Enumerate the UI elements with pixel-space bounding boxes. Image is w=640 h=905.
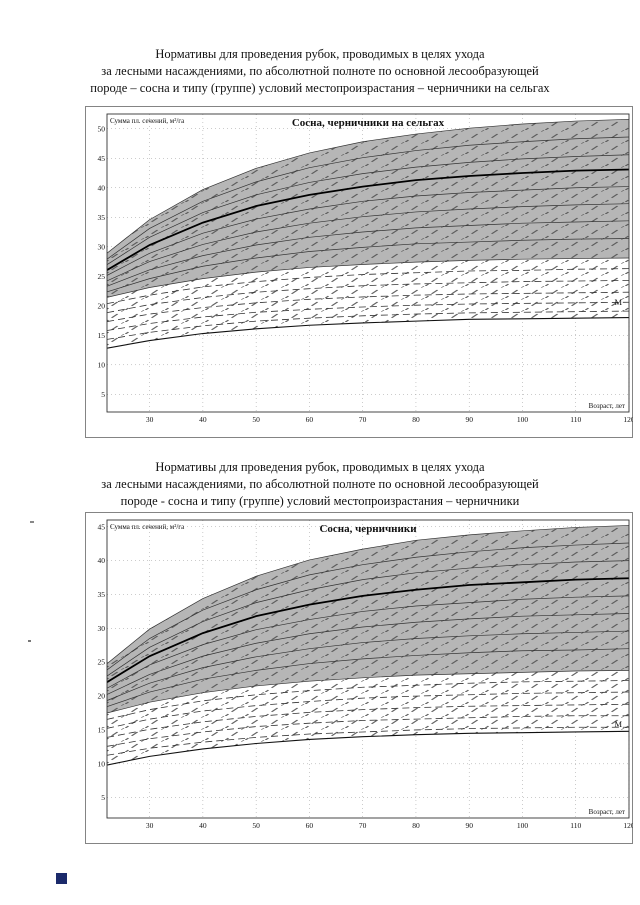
- svg-text:30: 30: [146, 821, 154, 830]
- svg-text:5: 5: [101, 793, 105, 802]
- svg-text:60: 60: [306, 821, 314, 830]
- svg-text:20: 20: [98, 301, 106, 310]
- svg-text:М: М: [614, 719, 622, 729]
- heading-line: породе – сосна и типу (группе) условий м…: [90, 80, 550, 95]
- svg-text:70: 70: [359, 821, 367, 830]
- svg-text:110: 110: [570, 415, 581, 424]
- svg-text:100: 100: [517, 415, 529, 424]
- svg-text:30: 30: [98, 242, 106, 251]
- heading-line: за лесными насаждениями, по абсолютной п…: [101, 476, 539, 491]
- scan-speck: [28, 640, 31, 642]
- svg-text:30: 30: [98, 624, 106, 633]
- svg-text:90: 90: [465, 415, 473, 424]
- svg-text:20: 20: [98, 692, 106, 701]
- svg-text:25: 25: [98, 272, 106, 281]
- svg-text:М: М: [614, 297, 622, 307]
- svg-text:50: 50: [252, 821, 260, 830]
- svg-text:10: 10: [98, 759, 106, 768]
- svg-text:Сумма пл. сечений, м²/га: Сумма пл. сечений, м²/га: [110, 117, 185, 125]
- heading-line: Нормативы для проведения рубок, проводим…: [155, 47, 485, 61]
- svg-text:40: 40: [98, 556, 106, 565]
- svg-text:Сосна, черничники на сельгах: Сосна, черничники на сельгах: [292, 117, 445, 129]
- scan-ink-mark: [56, 873, 67, 884]
- svg-text:30: 30: [146, 415, 154, 424]
- svg-text:15: 15: [98, 725, 106, 734]
- svg-text:25: 25: [98, 658, 106, 667]
- svg-text:5: 5: [101, 390, 105, 399]
- svg-text:40: 40: [98, 183, 106, 192]
- svg-text:35: 35: [98, 590, 106, 599]
- svg-text:35: 35: [98, 213, 106, 222]
- svg-text:Сосна, черничники: Сосна, черничники: [319, 523, 417, 535]
- svg-text:45: 45: [98, 154, 106, 163]
- svg-text:110: 110: [570, 821, 581, 830]
- svg-text:100: 100: [517, 821, 529, 830]
- scan-speck: [30, 521, 34, 523]
- svg-text:Сумма пл. сечений, м²/га: Сумма пл. сечений, м²/га: [110, 523, 185, 531]
- heading-line: за лесными насаждениями, по абсолютной п…: [101, 63, 539, 78]
- svg-text:60: 60: [306, 415, 314, 424]
- chart-canvas: 5 10 15 20 25 30 35 40 45 30 40 50 60 70 80 90 100 110 120…: [85, 512, 635, 844]
- svg-text:80: 80: [412, 415, 420, 424]
- svg-text:70: 70: [359, 415, 367, 424]
- svg-text:40: 40: [199, 415, 207, 424]
- svg-text:45: 45: [98, 522, 106, 531]
- svg-text:120: 120: [623, 821, 633, 830]
- chart-pine-bilberry: 5 10 15 20 25 30 35 40 45 30 40 50 60 70 80 90 100 110 120…: [85, 512, 635, 844]
- chart2-heading: Нормативы для проведения рубок, проводим…: [0, 459, 640, 510]
- svg-text:Возраст, лет: Возраст, лет: [589, 402, 625, 410]
- svg-text:90: 90: [465, 821, 473, 830]
- chart-canvas: 5 10 15 20 25 30 35 40 45 50 30 40 50 60 70 80 90 100 110 1…: [85, 106, 635, 438]
- svg-text:40: 40: [199, 821, 207, 830]
- svg-text:50: 50: [252, 415, 260, 424]
- svg-text:50: 50: [98, 124, 106, 133]
- svg-text:10: 10: [98, 360, 106, 369]
- svg-text:80: 80: [412, 821, 420, 830]
- heading-line: Нормативы для проведения рубок, проводим…: [155, 460, 485, 474]
- svg-text:120: 120: [623, 415, 633, 424]
- svg-text:Возраст, лет: Возраст, лет: [589, 808, 625, 816]
- svg-text:15: 15: [98, 331, 106, 340]
- chart1-heading: Нормативы для проведения рубок, проводим…: [0, 46, 640, 97]
- heading-line: породе - сосна и типу (группе) условий м…: [120, 493, 520, 508]
- chart-pine-bilberry-selga: 5 10 15 20 25 30 35 40 45 50 30 40 50 60 70 80 90 100 110 1…: [85, 106, 635, 438]
